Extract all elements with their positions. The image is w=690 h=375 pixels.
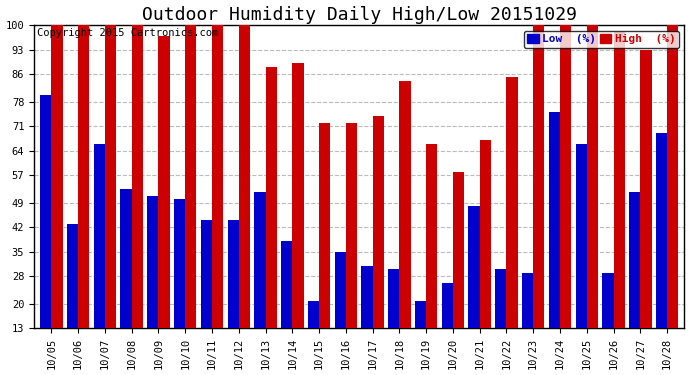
Bar [94, 144, 105, 328]
Bar [293, 63, 304, 328]
Bar [201, 220, 212, 328]
Bar [506, 77, 518, 328]
Bar [132, 25, 143, 328]
Bar [549, 112, 560, 328]
Bar [415, 301, 426, 328]
Bar [426, 144, 437, 328]
Bar [469, 206, 480, 328]
Bar [185, 25, 197, 328]
Title: Outdoor Humidity Daily High/Low 20151029: Outdoor Humidity Daily High/Low 20151029 [141, 6, 577, 24]
Bar [388, 269, 400, 328]
Bar [40, 95, 52, 328]
Bar [667, 25, 678, 328]
Bar [640, 50, 651, 328]
Bar [281, 241, 293, 328]
Bar [319, 123, 331, 328]
Text: Copyright 2015 Cartronics.com: Copyright 2015 Cartronics.com [37, 28, 219, 38]
Bar [308, 301, 319, 328]
Bar [602, 273, 613, 328]
Bar [67, 224, 78, 328]
Bar [442, 283, 453, 328]
Bar [255, 192, 266, 328]
Bar [121, 189, 132, 328]
Bar [575, 144, 586, 328]
Legend: Low  (%), High  (%): Low (%), High (%) [524, 31, 679, 48]
Bar [613, 32, 624, 328]
Bar [560, 25, 571, 328]
Bar [105, 25, 116, 328]
Bar [495, 269, 506, 328]
Bar [266, 67, 277, 328]
Bar [212, 25, 224, 328]
Bar [346, 123, 357, 328]
Bar [78, 25, 90, 328]
Bar [533, 25, 544, 328]
Bar [335, 252, 346, 328]
Bar [586, 25, 598, 328]
Bar [147, 196, 159, 328]
Bar [400, 81, 411, 328]
Bar [453, 171, 464, 328]
Bar [159, 36, 170, 328]
Bar [656, 133, 667, 328]
Bar [362, 266, 373, 328]
Bar [228, 220, 239, 328]
Bar [373, 116, 384, 328]
Bar [629, 192, 640, 328]
Bar [522, 273, 533, 328]
Bar [480, 140, 491, 328]
Bar [52, 25, 63, 328]
Bar [239, 25, 250, 328]
Bar [174, 200, 185, 328]
